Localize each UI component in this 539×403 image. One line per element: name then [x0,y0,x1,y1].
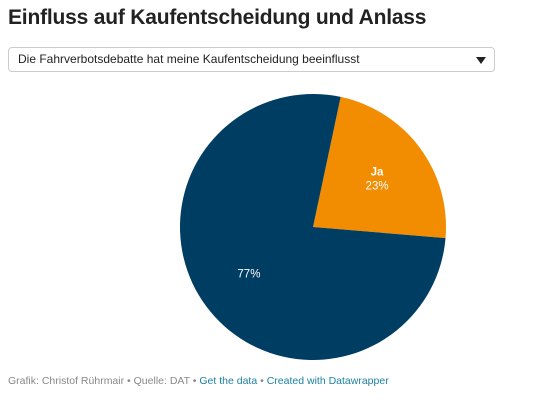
source: Quelle: DAT [133,375,190,387]
pie-slice [180,94,446,360]
footer: Grafik: Christof Rührmair • Quelle: DAT … [8,375,389,387]
separator: • [192,375,197,387]
datawrapper-link[interactable]: Created with Datawrapper [266,375,389,387]
separator: • [127,375,131,387]
chart-title: Einfluss auf Kaufentscheidung und Anlass [8,6,427,29]
data-link[interactable]: Get the data [199,375,258,387]
credit: Grafik: Christof Rührmair [8,375,125,387]
dropdown-arrow [476,57,486,64]
chart: Ja 23% 77% [180,94,446,360]
separator: • [260,375,264,387]
value-label: 23% [366,180,389,192]
value-label: 77% [237,269,260,281]
pie-slice [313,96,446,239]
slice-label: Ja [371,166,384,178]
dropdown-text: Die Fahrverbotsdebatte hat meine Kaufent… [18,52,360,66]
dropdown[interactable]: Die Fahrverbotsdebatte hat meine Kaufent… [8,47,495,72]
